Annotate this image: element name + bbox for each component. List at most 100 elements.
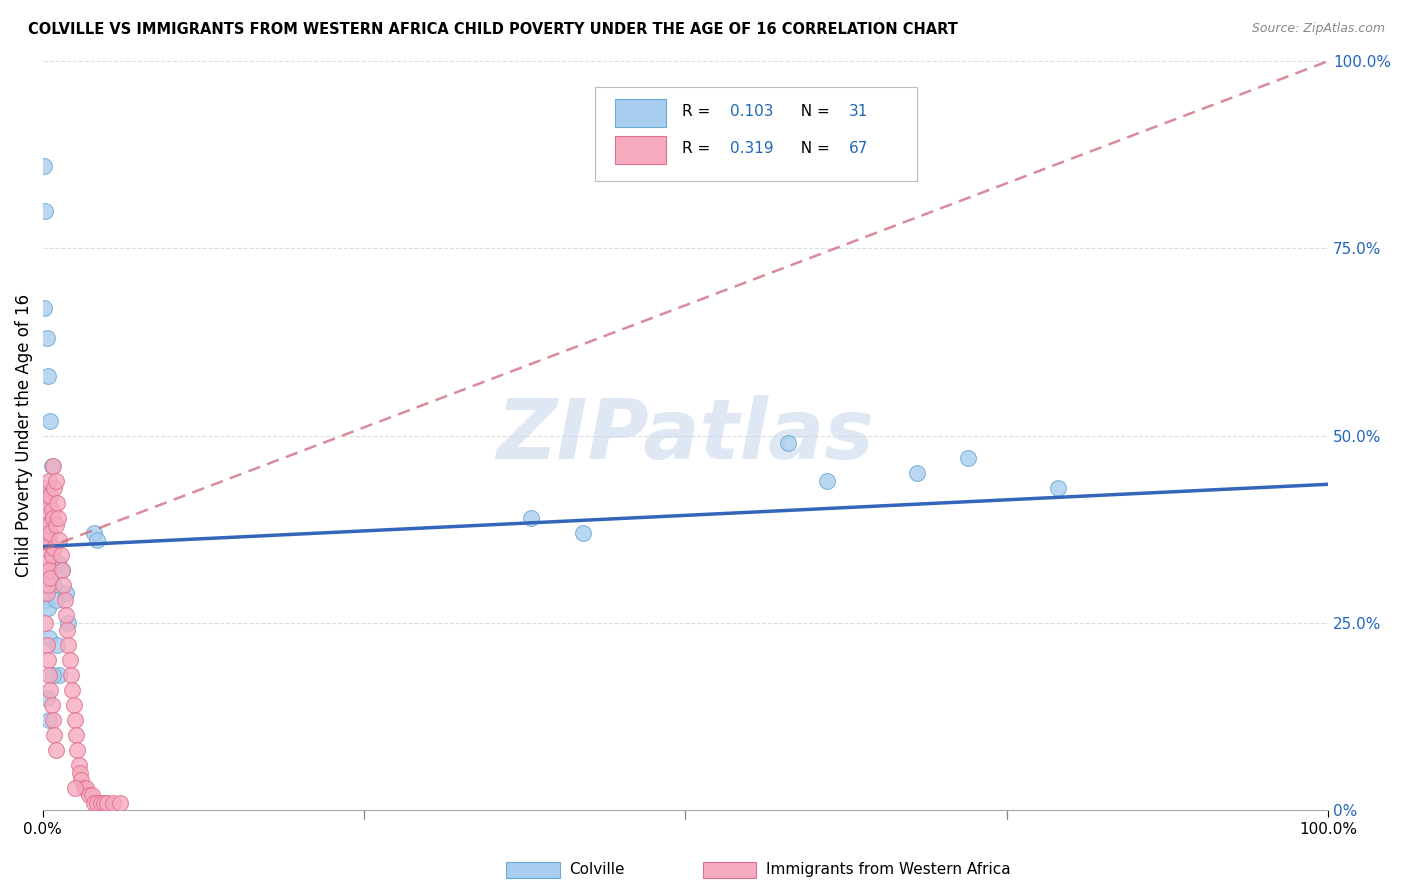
Point xyxy=(778,436,800,450)
Point xyxy=(35,586,58,600)
Text: Source: ZipAtlas.com: Source: ZipAtlas.com xyxy=(1251,22,1385,36)
Point xyxy=(34,615,56,630)
Point xyxy=(37,368,59,383)
Point xyxy=(35,525,58,540)
Point xyxy=(83,796,105,810)
Point xyxy=(44,728,66,742)
Point xyxy=(55,608,77,623)
Point xyxy=(35,556,58,570)
Point xyxy=(39,489,62,503)
Point xyxy=(44,481,66,495)
Point xyxy=(35,690,58,705)
Point xyxy=(46,511,69,525)
Point xyxy=(32,159,55,173)
Point xyxy=(60,683,83,698)
Point xyxy=(63,713,86,727)
Point xyxy=(571,525,593,540)
Point xyxy=(1047,481,1070,495)
Point xyxy=(37,533,59,548)
Point xyxy=(56,624,79,638)
Point xyxy=(39,525,62,540)
Text: N =: N = xyxy=(790,141,835,156)
Point xyxy=(38,668,60,682)
Point xyxy=(34,563,56,577)
Text: ZIPatlas: ZIPatlas xyxy=(496,395,875,476)
Point xyxy=(83,525,105,540)
Point xyxy=(46,556,69,570)
Point xyxy=(58,638,80,652)
Point xyxy=(51,563,73,577)
Point xyxy=(65,728,87,742)
Point xyxy=(60,668,83,682)
Point xyxy=(41,698,63,713)
Point xyxy=(45,593,67,607)
Point xyxy=(35,489,58,503)
Point xyxy=(48,533,70,548)
Point xyxy=(905,466,928,480)
Point xyxy=(66,743,89,757)
Point xyxy=(73,780,96,795)
Point xyxy=(42,458,65,473)
Point xyxy=(32,541,55,555)
Point xyxy=(58,615,80,630)
Point xyxy=(45,474,67,488)
Point xyxy=(34,518,56,533)
Point xyxy=(42,713,65,727)
Point xyxy=(77,788,100,802)
Point xyxy=(75,780,97,795)
Point xyxy=(32,301,55,316)
FancyBboxPatch shape xyxy=(614,136,666,164)
Point xyxy=(42,541,65,555)
Text: 0.319: 0.319 xyxy=(731,141,775,156)
Point xyxy=(38,563,60,577)
Point xyxy=(51,563,73,577)
Point xyxy=(108,796,131,810)
Text: 31: 31 xyxy=(849,103,868,119)
Point xyxy=(38,713,60,727)
Point xyxy=(957,451,980,466)
Point xyxy=(45,496,67,510)
Point xyxy=(34,481,56,495)
Point xyxy=(38,474,60,488)
Point xyxy=(39,571,62,585)
Point xyxy=(42,668,65,682)
Text: R =: R = xyxy=(682,141,714,156)
Point xyxy=(38,631,60,645)
Point xyxy=(38,518,60,533)
Point xyxy=(520,511,543,525)
Point xyxy=(37,600,59,615)
Text: N =: N = xyxy=(790,103,835,119)
Point xyxy=(41,458,63,473)
Text: Immigrants from Western Africa: Immigrants from Western Africa xyxy=(766,863,1011,877)
Point xyxy=(34,593,56,607)
Point xyxy=(67,758,90,772)
Point xyxy=(37,653,59,667)
Point xyxy=(45,518,67,533)
Text: 0.103: 0.103 xyxy=(731,103,773,119)
Point xyxy=(62,698,84,713)
FancyBboxPatch shape xyxy=(596,87,917,181)
Point xyxy=(39,414,62,428)
Point xyxy=(37,496,59,510)
Point xyxy=(42,511,65,525)
Text: COLVILLE VS IMMIGRANTS FROM WESTERN AFRICA CHILD POVERTY UNDER THE AGE OF 16 COR: COLVILLE VS IMMIGRANTS FROM WESTERN AFRI… xyxy=(28,22,957,37)
Point xyxy=(49,549,72,563)
Point xyxy=(53,593,76,607)
FancyBboxPatch shape xyxy=(614,99,666,127)
Point xyxy=(45,638,67,652)
Point xyxy=(44,541,66,555)
Point xyxy=(815,474,838,488)
Text: 67: 67 xyxy=(849,141,868,156)
Point xyxy=(90,796,112,810)
Point xyxy=(55,586,77,600)
Point xyxy=(35,331,58,345)
Point xyxy=(52,578,75,592)
Point xyxy=(63,780,86,795)
Point xyxy=(37,578,59,592)
Point xyxy=(96,796,118,810)
Y-axis label: Child Poverty Under the Age of 16: Child Poverty Under the Age of 16 xyxy=(15,294,32,577)
Point xyxy=(86,533,108,548)
Point xyxy=(41,549,63,563)
Text: R =: R = xyxy=(682,103,714,119)
Point xyxy=(59,653,82,667)
